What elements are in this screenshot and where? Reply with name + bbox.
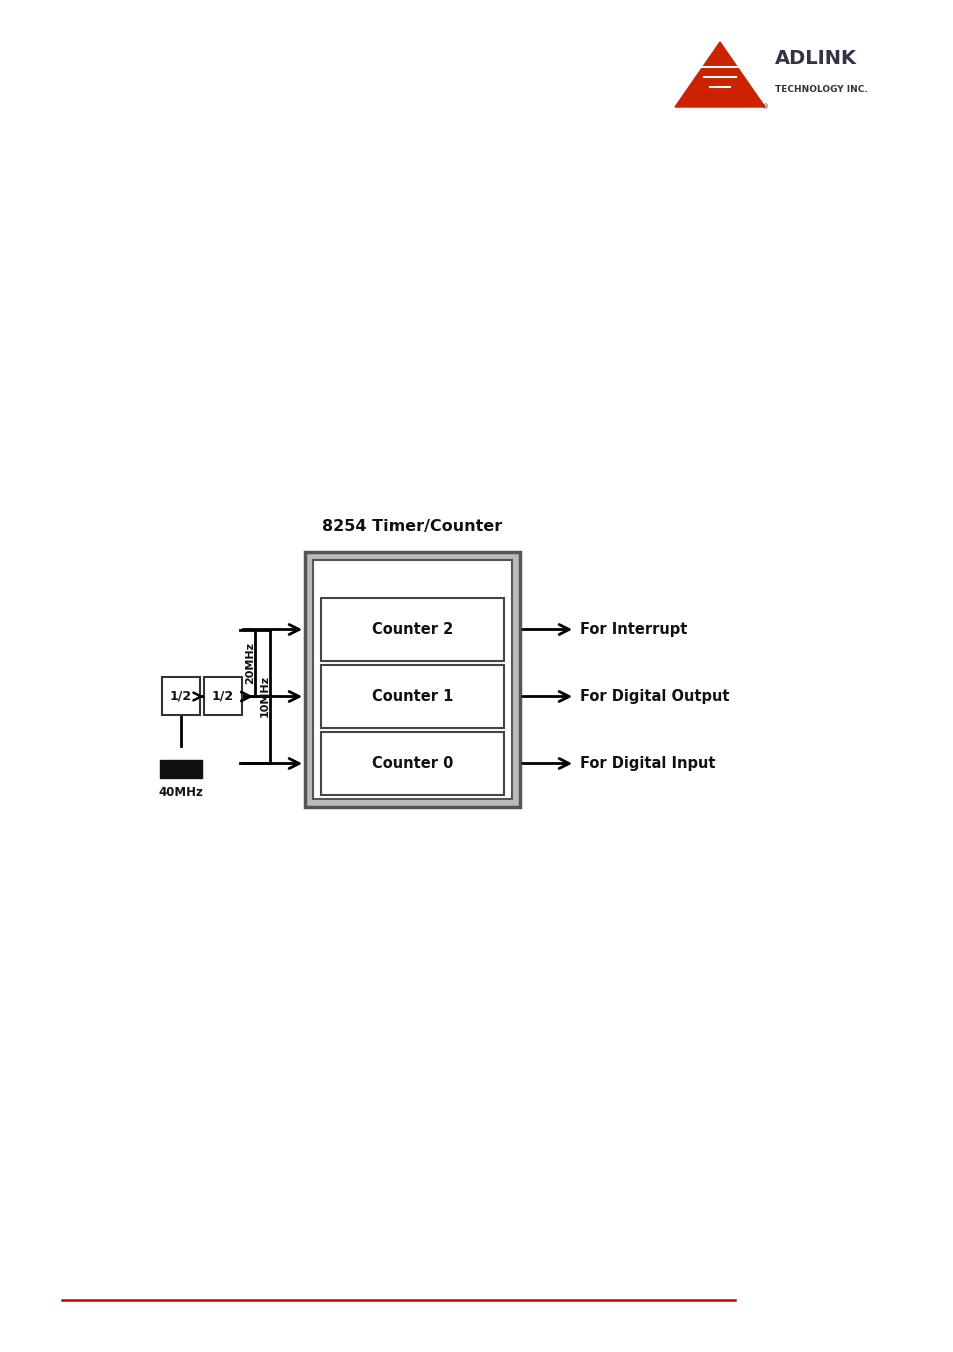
Text: Counter 0: Counter 0 (372, 756, 453, 771)
Text: 1/2: 1/2 (212, 690, 233, 703)
Text: For Interrupt: For Interrupt (579, 622, 687, 637)
Text: Counter 1: Counter 1 (372, 690, 453, 704)
Bar (313, 560, 512, 799)
Text: ®: ® (761, 104, 769, 110)
Bar (160, 760, 202, 779)
Text: 1/2: 1/2 (170, 690, 192, 703)
Bar (320, 665, 503, 727)
Text: 10MHz: 10MHz (260, 676, 270, 718)
Text: 20MHz: 20MHz (245, 642, 254, 684)
Bar (162, 677, 200, 715)
Polygon shape (675, 42, 764, 107)
Bar (320, 598, 503, 661)
Bar (305, 552, 519, 807)
Text: ADLINK: ADLINK (774, 50, 856, 69)
Text: 8254 Timer/Counter: 8254 Timer/Counter (322, 519, 502, 534)
Text: TECHNOLOGY INC.: TECHNOLOGY INC. (774, 84, 867, 93)
Text: For Digital Output: For Digital Output (579, 690, 729, 704)
Bar (204, 677, 242, 715)
Text: For Digital Input: For Digital Input (579, 756, 715, 771)
Text: 40MHz: 40MHz (158, 787, 203, 799)
Text: Counter 2: Counter 2 (372, 622, 453, 637)
Bar (320, 731, 503, 795)
